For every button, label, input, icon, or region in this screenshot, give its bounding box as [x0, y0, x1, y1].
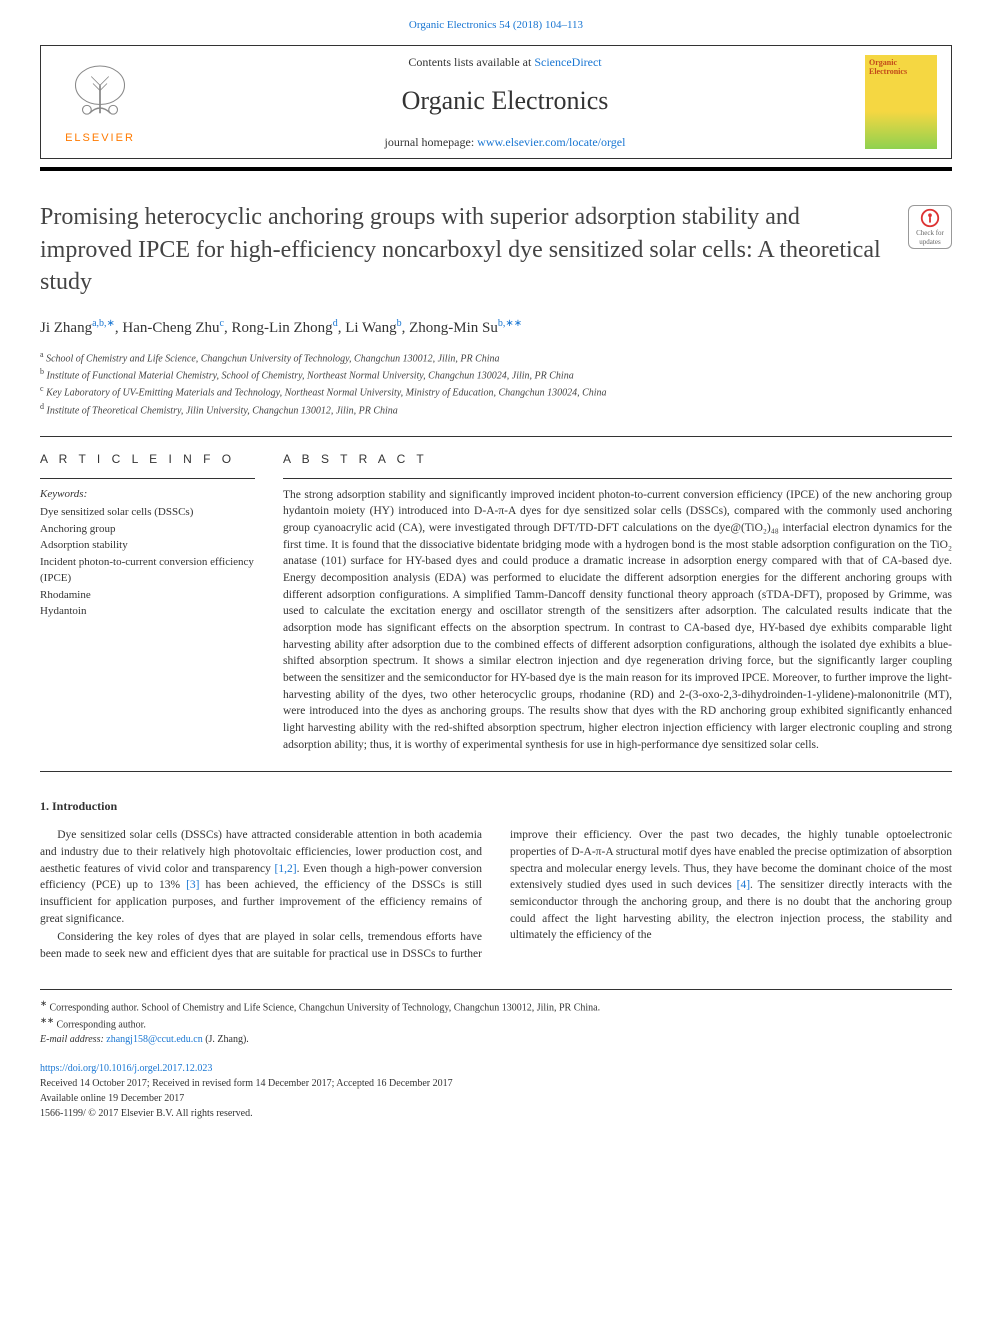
keyword: Rhodamine [40, 587, 255, 604]
check-updates-badge[interactable]: Check for updates [908, 205, 952, 249]
header-center: Contents lists available at ScienceDirec… [145, 54, 865, 150]
keywords-label: Keywords: [40, 487, 255, 502]
author-2: , Han-Cheng Zhu [115, 320, 220, 336]
crossmark-icon [919, 207, 941, 229]
body-text: Dye sensitized solar cells (DSSCs) have … [40, 827, 952, 962]
ref-link-1-2[interactable]: [1,2] [275, 863, 297, 875]
author-5-corr[interactable]: ∗∗ [505, 318, 522, 329]
journal-cover: Organic Electronics [865, 55, 937, 149]
article-info-heading: A R T I C L E I N F O [40, 451, 255, 468]
keyword: Hydantoin [40, 603, 255, 620]
author-1-corr[interactable]: ∗ [107, 318, 115, 329]
journal-header: ELSEVIER Contents lists available at Sci… [40, 45, 952, 159]
keyword: Adsorption stability [40, 537, 255, 554]
footnote-2: ∗∗ Corresponding author. [40, 1015, 952, 1032]
article-title: Promising heterocyclic anchoring groups … [40, 201, 892, 298]
online-date: Available online 19 December 2017 [40, 1091, 952, 1106]
received-dates: Received 14 October 2017; Received in re… [40, 1076, 952, 1091]
abstract-heading: A B S T R A C T [283, 451, 952, 468]
authors-list: Ji Zhanga,b,∗, Han-Cheng Zhuc, Rong-Lin … [40, 317, 952, 339]
elsevier-tree-icon [55, 59, 145, 129]
keyword: Dye sensitized solar cells (DSSCs) [40, 504, 255, 521]
affiliation: a School of Chemistry and Life Science, … [40, 349, 952, 366]
ref-link-4[interactable]: [4] [737, 879, 750, 891]
volume-citation-link[interactable]: Organic Electronics 54 (2018) 104–113 [409, 19, 583, 31]
check-line1: Check for [916, 229, 944, 239]
author-1-aff[interactable]: a,b, [92, 318, 106, 329]
homepage-link[interactable]: www.elsevier.com/locate/orgel [477, 135, 625, 149]
author-1: Ji Zhang [40, 320, 92, 336]
affiliations-block: a School of Chemistry and Life Science, … [40, 349, 952, 418]
article-info-column: A R T I C L E I N F O Keywords: Dye sens… [40, 451, 255, 620]
check-line2: updates [919, 238, 940, 248]
contents-line: Contents lists available at ScienceDirec… [145, 54, 865, 71]
keyword: Incident photon-to-current conversion ef… [40, 554, 255, 587]
elsevier-logo: ELSEVIER [55, 57, 145, 147]
homepage-line: journal homepage: www.elsevier.com/locat… [145, 134, 865, 151]
doi-block: https://doi.org/10.1016/j.orgel.2017.12.… [40, 1061, 952, 1121]
homepage-prefix: journal homepage: [385, 135, 478, 149]
journal-name: Organic Electronics [145, 83, 865, 119]
cover-label-2: Electronics [869, 68, 933, 77]
intro-heading: 1. Introduction [40, 798, 952, 815]
affiliation: b Institute of Functional Material Chemi… [40, 366, 952, 383]
author-4: , Li Wang [338, 320, 397, 336]
email-line: E-mail address: zhangj158@ccut.edu.cn (J… [40, 1032, 952, 1047]
footnote-1: ∗ Corresponding author. School of Chemis… [40, 998, 952, 1015]
sciencedirect-link[interactable]: ScienceDirect [534, 55, 601, 69]
doi-link[interactable]: https://doi.org/10.1016/j.orgel.2017.12.… [40, 1063, 212, 1074]
abstract-text: The strong adsorption stability and sign… [283, 487, 952, 754]
copyright-line: 1566-1199/ © 2017 Elsevier B.V. All righ… [40, 1106, 952, 1121]
abstract-rule [40, 771, 952, 772]
contents-prefix: Contents lists available at [408, 55, 534, 69]
volume-citation: Organic Electronics 54 (2018) 104–113 [0, 0, 992, 45]
corresponding-author-footnotes: ∗ Corresponding author. School of Chemis… [40, 989, 952, 1048]
affiliation: c Key Laboratory of UV-Emitting Material… [40, 383, 952, 400]
author-5: , Zhong-Min Su [402, 320, 498, 336]
intro-p1: Dye sensitized solar cells (DSSCs) have … [40, 827, 482, 927]
ref-link-3[interactable]: [3] [186, 879, 199, 891]
affiliation: d Institute of Theoretical Chemistry, Ji… [40, 401, 952, 418]
abstract-column: A B S T R A C T The strong adsorption st… [283, 451, 952, 754]
elsevier-name: ELSEVIER [65, 131, 135, 146]
keyword: Anchoring group [40, 521, 255, 538]
author-3: , Rong-Lin Zhong [224, 320, 333, 336]
header-rule [40, 167, 952, 171]
affiliation-rule [40, 436, 952, 437]
corresponding-email[interactable]: zhangj158@ccut.edu.cn [106, 1034, 202, 1045]
